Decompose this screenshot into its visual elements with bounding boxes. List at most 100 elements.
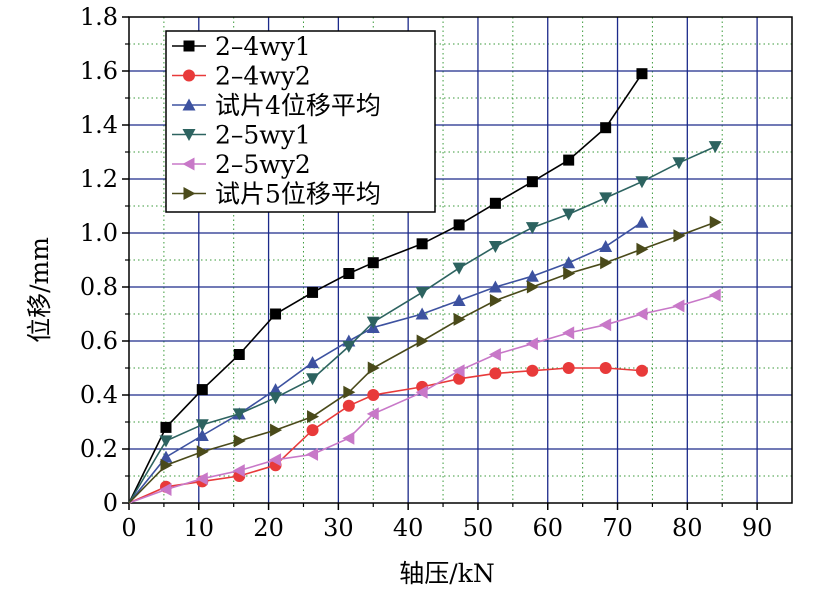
data-point [367, 361, 380, 375]
data-point [416, 238, 428, 250]
legend-marker [182, 98, 196, 111]
legend-label: 2–5wy2 [215, 150, 311, 179]
data-point [489, 197, 501, 209]
data-point [525, 222, 539, 235]
y-tick-label: 0.6 [80, 327, 118, 355]
data-point [342, 431, 355, 445]
data-point [673, 229, 686, 243]
y-tick-label: 1.6 [80, 57, 118, 85]
data-point [415, 385, 428, 399]
y-tick-label: 0.4 [80, 381, 118, 409]
data-point [635, 176, 649, 189]
legend-item: 2–4wy2 [172, 62, 311, 91]
data-point [343, 385, 356, 399]
data-point [599, 192, 613, 205]
data-point [269, 383, 283, 396]
data-point [489, 294, 502, 307]
x-tick-label: 10 [184, 514, 215, 542]
legend-box [165, 30, 436, 213]
data-point [526, 280, 539, 294]
x-tick-label: 30 [323, 514, 354, 542]
data-point [269, 392, 283, 405]
data-point [270, 308, 282, 320]
data-point [526, 364, 539, 377]
legend-item: 试片5位移平均 [172, 180, 381, 209]
y-tick-label: 0 [103, 489, 118, 517]
y-tick-label: 0.8 [80, 273, 118, 301]
data-point [233, 349, 245, 360]
data-point [366, 316, 380, 329]
data-point [306, 424, 319, 437]
data-point [306, 447, 319, 461]
data-point [563, 267, 576, 280]
data-point [600, 122, 612, 134]
data-point [232, 464, 245, 478]
data-point [307, 286, 319, 298]
data-point [367, 389, 380, 401]
data-point [599, 240, 613, 252]
legend-label: 试片5位移平均 [215, 180, 381, 209]
x-axis-title: 轴压/kN [399, 559, 494, 588]
data-point [232, 408, 246, 421]
legend-marker [182, 157, 195, 171]
data-point [562, 256, 576, 269]
data-point [709, 215, 722, 229]
x-tick-label: 90 [742, 514, 773, 542]
legend-marker [183, 69, 195, 82]
data-point [562, 362, 575, 374]
data-point [195, 429, 209, 441]
y-axis-title: 位移/mm [25, 237, 54, 343]
data-point [453, 312, 466, 326]
data-point [562, 326, 575, 340]
y-tick-label: 1.8 [80, 3, 118, 31]
x-tick-label: 50 [463, 514, 494, 542]
legend-marker [183, 40, 195, 52]
data-point [525, 269, 539, 282]
data-point [233, 434, 246, 448]
data-point [416, 334, 429, 348]
data-point [635, 215, 649, 228]
legend-label: 2–4wy1 [215, 32, 311, 61]
series-6 [128, 215, 722, 504]
data-point [415, 286, 429, 299]
y-tick-label: 1.0 [80, 219, 118, 247]
data-point [366, 407, 379, 421]
x-tick-label: 60 [532, 514, 563, 542]
data-point [342, 340, 356, 353]
data-point [195, 419, 209, 432]
data-point [452, 262, 466, 275]
legend-label: 2–5wy1 [215, 121, 311, 150]
data-point [672, 299, 685, 313]
series-4 [128, 141, 722, 504]
data-point [160, 458, 173, 472]
axis-ticks: 0 10 20 30 40 50 60 70 80 90 0 0.2 0.4 0.6 0.8 1.0 1.2 1.… [80, 3, 773, 542]
data-point [342, 399, 355, 412]
data-point [306, 356, 320, 369]
data-point [270, 423, 283, 437]
data-point [672, 157, 686, 170]
data-point [526, 176, 538, 188]
data-point [453, 219, 465, 231]
data-point [343, 268, 355, 279]
data-point [196, 445, 209, 459]
series-group [128, 68, 722, 504]
data-point [635, 364, 648, 377]
series-line [128, 221, 716, 504]
legend-item: 试片4位移平均 [172, 91, 381, 120]
x-tick-label: 70 [602, 514, 633, 542]
data-point [563, 154, 575, 166]
data-point [525, 337, 538, 351]
data-point [307, 410, 320, 424]
data-point [367, 257, 379, 269]
series-5 [128, 288, 721, 504]
y-tick-label: 1.2 [80, 165, 118, 193]
data-point [562, 208, 576, 221]
data-point [488, 280, 502, 293]
data-point [488, 348, 501, 361]
data-point [159, 450, 173, 463]
legend-label: 2–4wy2 [215, 62, 311, 91]
data-point [160, 421, 172, 433]
x-tick-label: 40 [393, 514, 424, 542]
